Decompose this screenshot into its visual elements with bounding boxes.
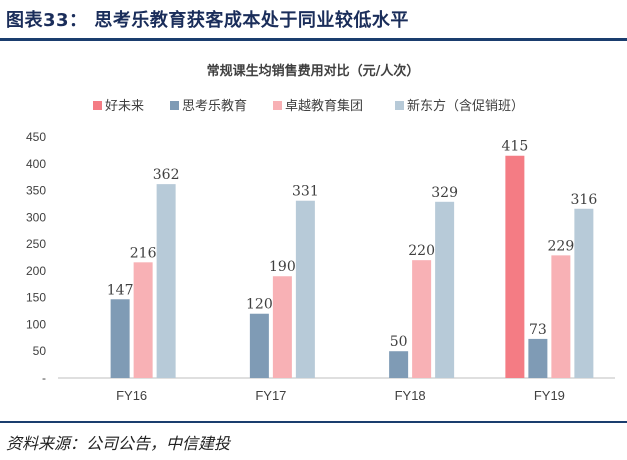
y-tick-label: 250 bbox=[26, 237, 46, 251]
data-label: 415 bbox=[502, 139, 529, 155]
data-label: 220 bbox=[408, 243, 435, 259]
bar-fy18-series-3 bbox=[412, 260, 432, 378]
bar-fy16-series-4 bbox=[156, 184, 176, 378]
y-tick-label: 100 bbox=[26, 317, 46, 331]
data-label: 147 bbox=[107, 282, 134, 298]
legend-swatch-2 bbox=[170, 101, 179, 110]
legend-swatch-1 bbox=[93, 101, 102, 110]
bar-fy17-series-3 bbox=[272, 276, 292, 378]
legend-label-3: 卓越教育集团 bbox=[285, 98, 363, 114]
source-divider bbox=[0, 421, 627, 423]
bar-fy17-series-4 bbox=[295, 200, 315, 378]
bars bbox=[110, 155, 594, 378]
bar-fy18-series-2 bbox=[389, 351, 409, 378]
title-divider bbox=[0, 38, 627, 41]
bar-fy19-series-2 bbox=[528, 338, 548, 378]
data-label: 331 bbox=[292, 184, 319, 200]
y-tick-label: - bbox=[42, 371, 46, 385]
y-tick-label: 200 bbox=[26, 264, 46, 278]
bar-fy16-series-3 bbox=[133, 262, 153, 378]
source-note: 资料来源：公司公告，中信建投 bbox=[6, 434, 231, 453]
bar-fy19-series-4 bbox=[574, 208, 594, 378]
bar-fy19-series-3 bbox=[551, 255, 571, 378]
bar-fy18-series-4 bbox=[435, 201, 455, 378]
legend: 好未来 思考乐教育 卓越教育集团 新东方（含促销班） bbox=[93, 98, 524, 114]
bar-fy17-series-2 bbox=[249, 313, 269, 378]
chart-title: 常规课生均销售费用对比（元/人次） bbox=[207, 63, 420, 79]
data-label: 190 bbox=[269, 259, 296, 275]
data-labels: 147 216 362 120 190 331 50 220 329 415 73 229 316 bbox=[107, 139, 598, 350]
data-label: 73 bbox=[529, 322, 547, 338]
y-tick-label: 350 bbox=[26, 184, 46, 198]
data-label: 316 bbox=[571, 192, 598, 208]
figure-title: 图表33： 思考乐教育获客成本处于同业较低水平 bbox=[6, 10, 409, 31]
x-category-label: FY18 bbox=[395, 388, 426, 403]
data-label: 120 bbox=[246, 297, 273, 313]
data-label: 50 bbox=[390, 334, 408, 350]
bar-chart: 常规课生均销售费用对比（元/人次） 好未来 思考乐教育 卓越教育集团 新东方（含促销班… bbox=[26, 63, 615, 403]
y-axis: - 50 100 150 200 250 300 350 400 450 bbox=[26, 130, 46, 385]
x-category-label: FY16 bbox=[116, 388, 147, 403]
y-tick-label: 50 bbox=[33, 344, 47, 358]
x-axis: FY16 FY17 FY18 FY19 bbox=[58, 377, 615, 403]
data-label: 329 bbox=[431, 185, 458, 201]
x-category-label: FY17 bbox=[255, 388, 286, 403]
data-label: 362 bbox=[153, 167, 180, 183]
data-label: 216 bbox=[130, 245, 157, 261]
legend-swatch-4 bbox=[395, 101, 404, 110]
y-tick-label: 300 bbox=[26, 210, 46, 224]
y-tick-label: 450 bbox=[26, 130, 46, 144]
y-tick-label: 400 bbox=[26, 157, 46, 171]
legend-label-1: 好未来 bbox=[105, 99, 144, 114]
x-category-label: FY19 bbox=[534, 388, 565, 403]
bar-fy19-series-1 bbox=[505, 155, 525, 378]
legend-label-2: 思考乐教育 bbox=[182, 98, 247, 114]
legend-swatch-3 bbox=[273, 101, 282, 110]
legend-label-4: 新东方（含促销班） bbox=[407, 98, 524, 114]
data-label: 229 bbox=[548, 238, 575, 254]
y-tick-label: 150 bbox=[26, 291, 46, 305]
bar-fy16-series-2 bbox=[110, 299, 130, 378]
